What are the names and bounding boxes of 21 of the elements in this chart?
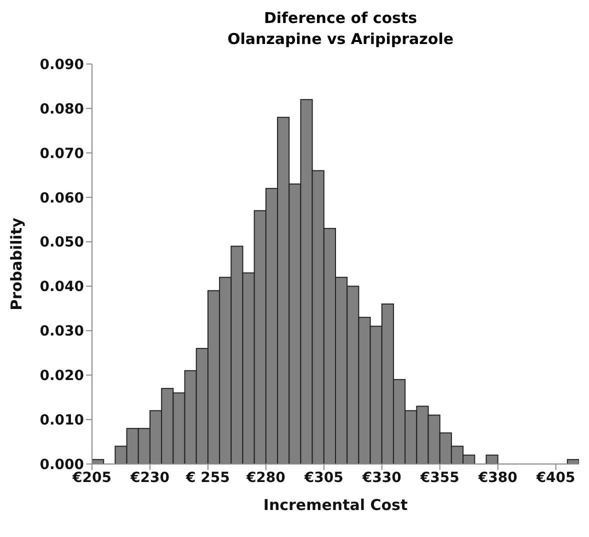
x-tick-label: €380 xyxy=(477,470,518,486)
y-tick-label: 0.030 xyxy=(40,324,84,340)
x-tick-label: €280 xyxy=(245,470,286,486)
x-tick-label: €230 xyxy=(129,470,170,486)
x-tick-label: €355 xyxy=(419,470,460,486)
x-tick-label: €305 xyxy=(303,470,344,486)
x-tick-label: € 255 xyxy=(185,470,230,486)
y-tick-label: 0.080 xyxy=(40,101,84,118)
chart-title: Diference of costs xyxy=(262,8,418,29)
x-tick-label: €405 xyxy=(535,470,576,486)
x-axis-title: Incremental Cost xyxy=(263,496,408,514)
y-tick-label: 0.020 xyxy=(40,368,84,384)
y-axis-title: Probability xyxy=(7,217,26,310)
x-tick-label: €330 xyxy=(361,470,402,486)
y-tick-label: 0.060 xyxy=(40,190,84,206)
y-tick-label: 0.010 xyxy=(40,412,84,429)
y-tick-label: 0.050 xyxy=(40,234,84,251)
y-tick-label: 0.040 xyxy=(40,279,84,296)
chart-subtitle: Olanzapine vs Aripiprazole xyxy=(226,29,455,50)
y-tick-label: 0.090 xyxy=(40,56,84,73)
y-tick-label: 0.070 xyxy=(40,146,84,162)
